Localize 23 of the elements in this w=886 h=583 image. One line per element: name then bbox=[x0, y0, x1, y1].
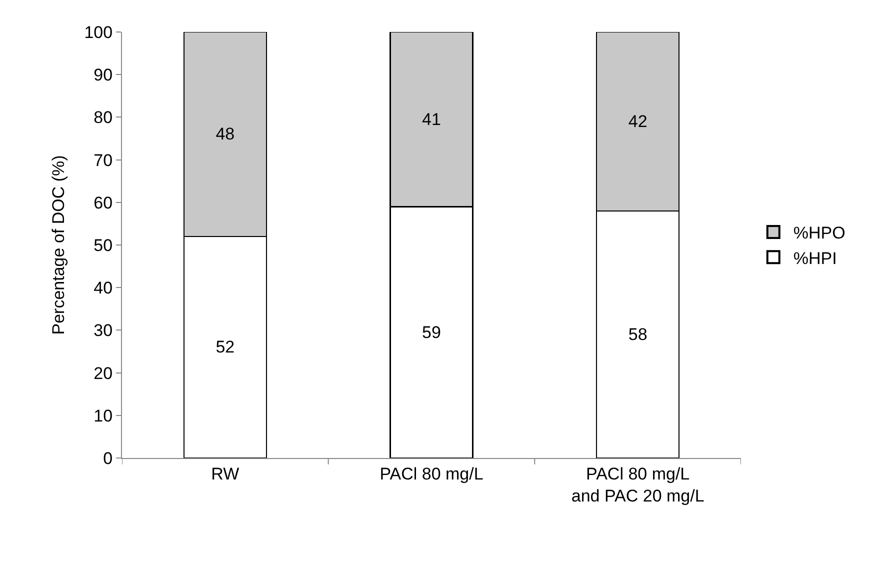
y-tick-label: 20 bbox=[94, 364, 113, 383]
y-tick-label: 10 bbox=[94, 406, 113, 426]
y-tick-label: 90 bbox=[94, 66, 113, 85]
y-tick-label: 60 bbox=[94, 193, 113, 212]
legend-label: %HPI bbox=[793, 248, 837, 268]
y-tick-label: 30 bbox=[94, 321, 113, 340]
y-tick-label: 0 bbox=[103, 448, 113, 468]
data-label: 52 bbox=[216, 338, 235, 357]
y-tick-label: 40 bbox=[94, 278, 113, 298]
data-label: 42 bbox=[628, 112, 648, 131]
data-label: 48 bbox=[216, 124, 235, 144]
y-tick-label: 70 bbox=[94, 150, 113, 170]
y-tick-label: 80 bbox=[94, 108, 113, 128]
y-tick-label: 100 bbox=[84, 22, 113, 42]
y-tick-label: 50 bbox=[94, 236, 113, 255]
x-tick-label: PACl 80 mg/L bbox=[380, 464, 484, 484]
y-axis-title: Percentage of DOC (%) bbox=[48, 155, 68, 335]
data-label: 41 bbox=[422, 110, 441, 129]
data-label: 59 bbox=[422, 322, 441, 342]
legend-label: %HPO bbox=[793, 224, 846, 243]
x-tick-label: PACl 80 mg/L and PAC 20 mg/L bbox=[571, 464, 704, 506]
data-label: 58 bbox=[628, 324, 648, 344]
x-tick-label: RW bbox=[211, 464, 240, 484]
